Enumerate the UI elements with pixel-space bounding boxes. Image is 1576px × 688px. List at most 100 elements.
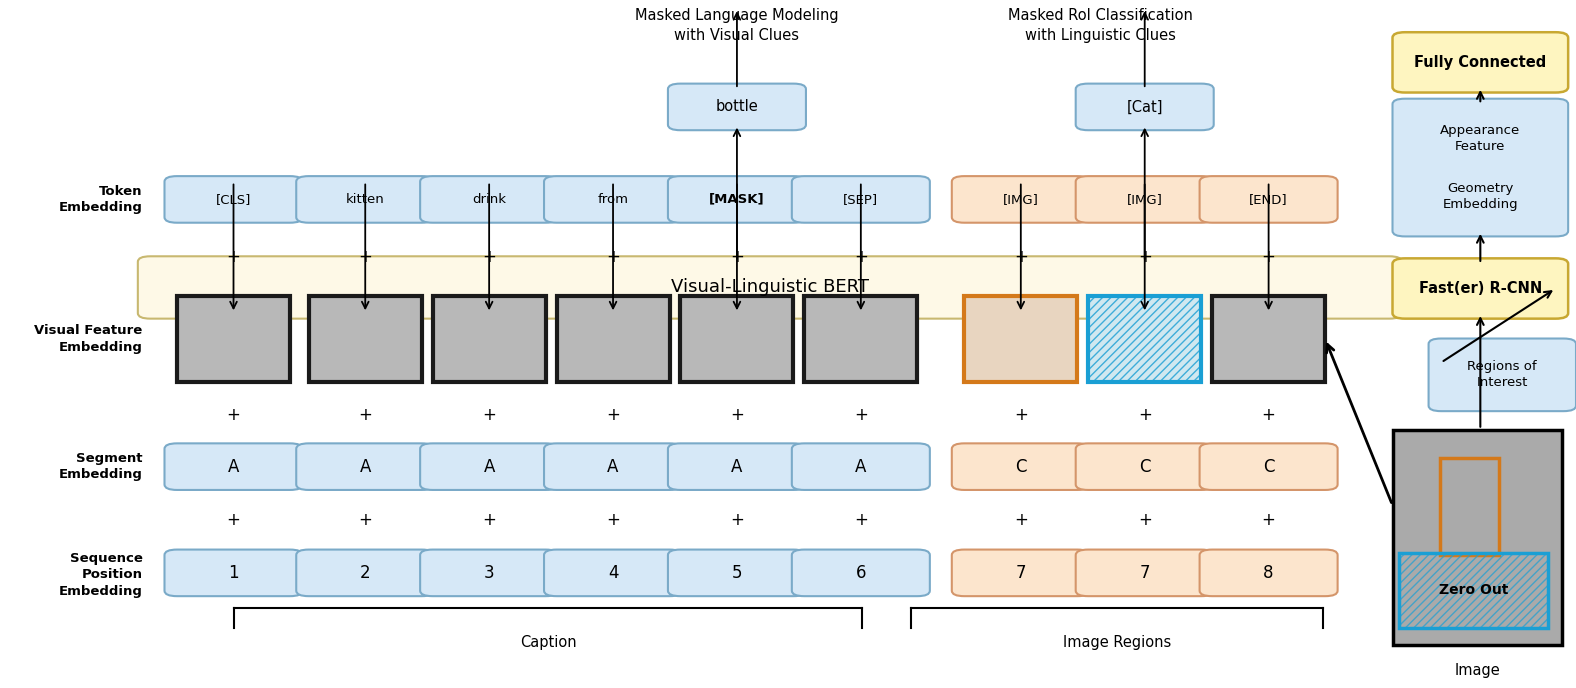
Text: +: + (358, 248, 372, 266)
Text: +: + (482, 510, 496, 529)
Text: 7: 7 (1015, 564, 1026, 582)
Text: 2: 2 (359, 564, 370, 582)
FancyBboxPatch shape (1393, 98, 1568, 237)
FancyBboxPatch shape (296, 550, 435, 596)
Text: A: A (731, 458, 742, 475)
FancyBboxPatch shape (164, 176, 303, 223)
Text: +: + (482, 248, 496, 266)
Bar (965, 296, 1078, 382)
Bar (1089, 296, 1201, 382)
Text: 3: 3 (484, 564, 495, 582)
Text: +: + (607, 406, 619, 424)
FancyBboxPatch shape (952, 443, 1091, 490)
FancyBboxPatch shape (668, 84, 805, 130)
Text: +: + (1013, 248, 1028, 266)
FancyBboxPatch shape (544, 176, 682, 223)
FancyBboxPatch shape (668, 443, 805, 490)
Bar (177, 296, 290, 382)
Text: +: + (1262, 406, 1275, 424)
FancyBboxPatch shape (1199, 550, 1338, 596)
FancyBboxPatch shape (1428, 338, 1576, 411)
FancyBboxPatch shape (668, 176, 805, 223)
Text: 7: 7 (1139, 564, 1150, 582)
FancyBboxPatch shape (791, 176, 930, 223)
Text: C: C (1139, 458, 1150, 475)
Text: +: + (1262, 510, 1275, 529)
FancyBboxPatch shape (791, 443, 930, 490)
Text: +: + (607, 510, 619, 529)
Text: 6: 6 (856, 564, 867, 582)
FancyBboxPatch shape (421, 550, 558, 596)
Text: +: + (1138, 406, 1152, 424)
Bar (1393, 429, 1562, 645)
FancyBboxPatch shape (1076, 443, 1214, 490)
Text: [IMG]: [IMG] (1127, 193, 1163, 206)
Bar (1440, 458, 1499, 555)
Text: Zero Out: Zero Out (1439, 583, 1508, 597)
Text: Sequence
Position
Embedding: Sequence Position Embedding (58, 552, 142, 598)
FancyBboxPatch shape (164, 550, 303, 596)
FancyBboxPatch shape (952, 550, 1091, 596)
Text: from: from (597, 193, 629, 206)
Text: Appearance
Feature: Appearance Feature (1440, 124, 1521, 153)
FancyBboxPatch shape (544, 443, 682, 490)
Text: C: C (1262, 458, 1275, 475)
FancyBboxPatch shape (1393, 32, 1568, 92)
FancyBboxPatch shape (296, 443, 435, 490)
Text: Fast(er) R-CNN: Fast(er) R-CNN (1418, 281, 1541, 296)
Text: [MASK]: [MASK] (709, 193, 764, 206)
Text: Masked RoI Classification
with Linguistic Clues: Masked RoI Classification with Linguisti… (1009, 8, 1193, 43)
Text: +: + (358, 510, 372, 529)
FancyBboxPatch shape (952, 176, 1091, 223)
Text: 4: 4 (608, 564, 618, 582)
Text: Regions of
Interest: Regions of Interest (1467, 361, 1537, 389)
Text: [IMG]: [IMG] (1002, 193, 1039, 206)
Text: A: A (359, 458, 370, 475)
Text: Token
Embedding: Token Embedding (58, 184, 142, 214)
Text: +: + (1138, 510, 1152, 529)
Text: +: + (358, 406, 372, 424)
FancyBboxPatch shape (1076, 84, 1214, 130)
FancyBboxPatch shape (1199, 443, 1338, 490)
Text: drink: drink (473, 193, 506, 206)
Text: +: + (227, 406, 241, 424)
FancyBboxPatch shape (544, 550, 682, 596)
Text: Caption: Caption (520, 635, 577, 650)
Bar (1089, 296, 1201, 382)
Text: A: A (856, 458, 867, 475)
Text: [END]: [END] (1250, 193, 1288, 206)
Text: A: A (607, 458, 619, 475)
FancyBboxPatch shape (1199, 176, 1338, 223)
Text: Visual-Linguistic BERT: Visual-Linguistic BERT (671, 279, 868, 297)
Text: A: A (484, 458, 495, 475)
Text: Fully Connected: Fully Connected (1414, 55, 1546, 70)
Text: +: + (854, 248, 868, 266)
Bar (1399, 552, 1548, 628)
Text: +: + (730, 248, 744, 266)
Text: [CLS]: [CLS] (216, 193, 251, 206)
Text: Image: Image (1455, 663, 1500, 678)
Text: +: + (1013, 510, 1028, 529)
Text: +: + (607, 248, 619, 266)
Text: C: C (1015, 458, 1026, 475)
Text: Segment
Embedding: Segment Embedding (58, 452, 142, 482)
FancyBboxPatch shape (1393, 259, 1568, 319)
Text: Geometry
Embedding: Geometry Embedding (1442, 182, 1518, 211)
Text: +: + (227, 248, 241, 266)
Bar (309, 296, 422, 382)
Text: 1: 1 (229, 564, 240, 582)
Text: +: + (854, 406, 868, 424)
FancyBboxPatch shape (421, 176, 558, 223)
FancyBboxPatch shape (421, 443, 558, 490)
Text: [SEP]: [SEP] (843, 193, 878, 206)
Text: bottle: bottle (716, 99, 758, 114)
Text: +: + (1262, 248, 1275, 266)
Text: kitten: kitten (345, 193, 385, 206)
Bar (1212, 296, 1325, 382)
FancyBboxPatch shape (296, 176, 435, 223)
Text: +: + (227, 510, 241, 529)
FancyBboxPatch shape (1076, 176, 1214, 223)
Text: +: + (482, 406, 496, 424)
Text: Visual Feature
Embedding: Visual Feature Embedding (35, 325, 142, 354)
Text: A: A (229, 458, 240, 475)
